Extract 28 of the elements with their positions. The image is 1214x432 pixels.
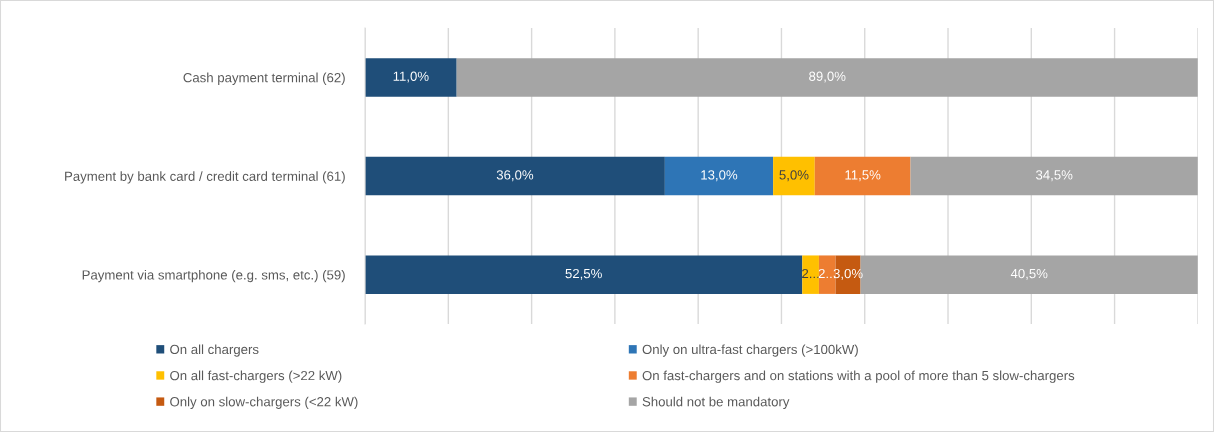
legend-label: Should not be mandatory (642, 396, 790, 410)
data-label: 11,0% (393, 71, 429, 83)
y-tick-label: Cash payment terminal (62) (183, 72, 345, 85)
data-label: 5,0% (779, 170, 809, 182)
legend-label: On all chargers (170, 344, 259, 357)
legend-label: Only on slow-chargers (<22 kW) (170, 396, 358, 410)
data-label: 11,5% (845, 170, 881, 182)
bar (365, 156, 665, 196)
bar (365, 255, 803, 294)
bar (814, 156, 911, 196)
legend-label: On all fast-chargers (>22 kW) (170, 370, 342, 383)
data-label: 13,0% (701, 170, 738, 182)
bar (773, 156, 815, 196)
data-label: 89,0% (809, 71, 846, 83)
bar (365, 58, 457, 97)
data-label: 36,0% (496, 170, 534, 182)
legend-label: Only on ultra-fast chargers (>100kW) (642, 344, 858, 357)
data-label: 2... (802, 268, 819, 279)
y-tick-label: Payment by bank card / credit card terminal (61) (65, 171, 345, 184)
data-label: 40,5% (1010, 268, 1048, 280)
bar (910, 156, 1198, 196)
legend-label: On fast-chargers and on stations with a pool of more than 5 slow-chargers (642, 370, 1075, 383)
data-label: 52,5% (565, 268, 602, 280)
y-tick-label: Payment via smartphone (e.g. sms, etc.) (59) (82, 269, 345, 283)
bar (802, 255, 819, 294)
bar (664, 156, 774, 196)
data-label: 34,5% (1035, 170, 1073, 182)
bar (456, 58, 1198, 97)
